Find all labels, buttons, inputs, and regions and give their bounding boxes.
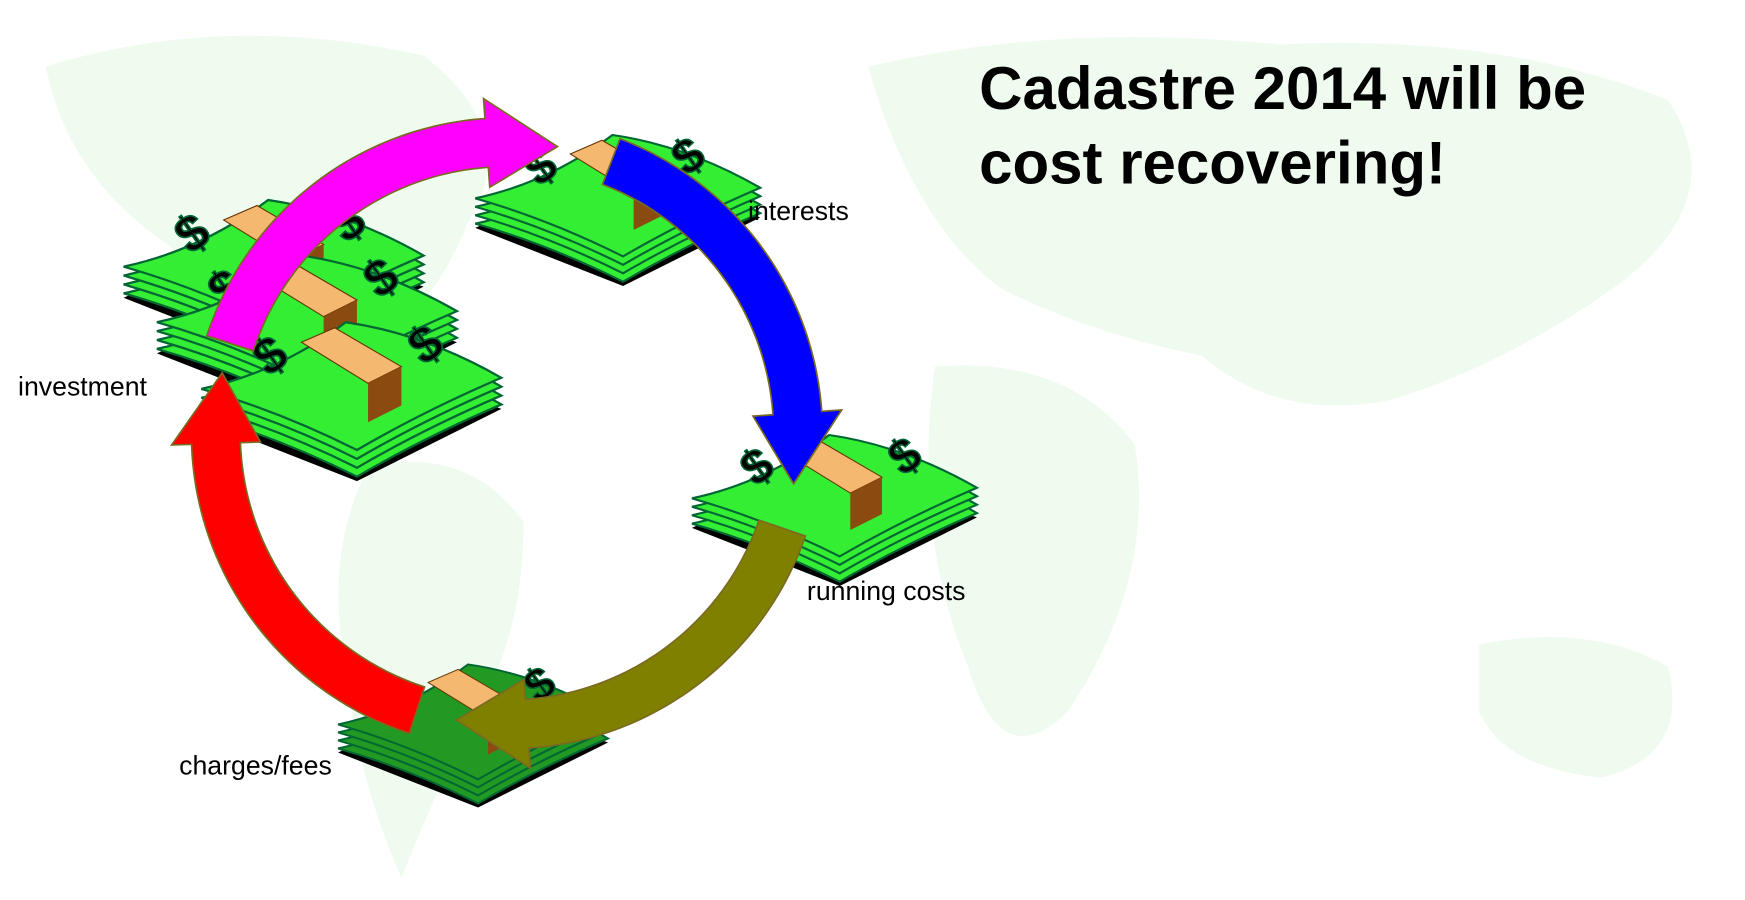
arrow [454,519,807,770]
cycle-arrows [169,96,844,770]
node-label: charges/fees [179,750,332,780]
bill [474,133,763,258]
arrow [205,96,560,352]
arrow [601,137,844,486]
title-line: Cadastre 2014 will be [979,55,1586,122]
node-label: running costs [807,576,966,606]
money-stack: $$ [201,312,504,482]
bill [201,321,504,452]
band-side [850,477,882,530]
node-label: investment [18,372,147,402]
money-stack: $$ [691,426,980,586]
node-label: interests [748,196,849,226]
arrow [169,371,426,735]
band-side [368,366,402,423]
title-line: cost recovering! [979,129,1446,196]
